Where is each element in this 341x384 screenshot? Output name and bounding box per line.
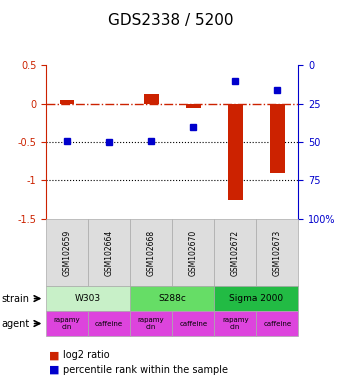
Text: GSM102673: GSM102673 [273, 229, 282, 276]
Text: caffeine: caffeine [179, 321, 207, 326]
Text: caffeine: caffeine [263, 321, 292, 326]
Text: agent: agent [2, 318, 30, 329]
Bar [228, 104, 243, 200]
Text: log2 ratio: log2 ratio [63, 350, 110, 360]
Text: GSM102659: GSM102659 [62, 229, 72, 276]
Text: S288c: S288c [158, 294, 186, 303]
Text: rapamy
cin: rapamy cin [138, 317, 164, 330]
Text: rapamy
cin: rapamy cin [54, 317, 80, 330]
Text: W303: W303 [75, 294, 101, 303]
Text: GSM102668: GSM102668 [147, 229, 156, 276]
Text: GSM102670: GSM102670 [189, 229, 198, 276]
Text: rapamy
cin: rapamy cin [222, 317, 249, 330]
Text: caffeine: caffeine [95, 321, 123, 326]
Text: GDS2338 / 5200: GDS2338 / 5200 [108, 13, 233, 28]
Text: GSM102664: GSM102664 [105, 229, 114, 276]
Bar [144, 94, 159, 104]
Bar [60, 100, 74, 104]
Text: ■: ■ [49, 365, 60, 375]
Text: Sigma 2000: Sigma 2000 [229, 294, 283, 303]
Bar [270, 104, 285, 173]
Text: percentile rank within the sample: percentile rank within the sample [63, 365, 228, 375]
Bar [186, 104, 201, 108]
Text: strain: strain [2, 293, 30, 304]
Text: ■: ■ [49, 350, 60, 360]
Text: GSM102672: GSM102672 [231, 229, 240, 276]
